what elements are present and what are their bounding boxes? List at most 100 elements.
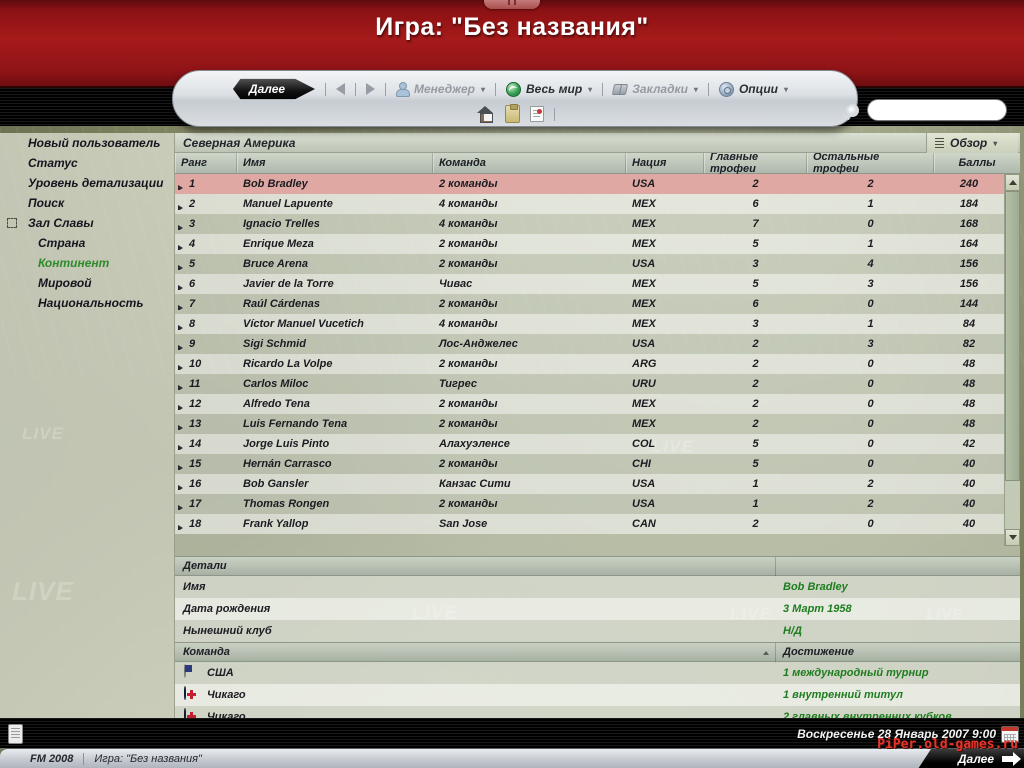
cell-points: 168 [959,218,979,230]
team-row[interactable]: Чикаго 2 главных внутренних кубков [175,706,1020,718]
clipboard-icon[interactable] [504,104,520,123]
sidebar-item-статус[interactable]: Статус [0,153,174,173]
scroll-down-button[interactable] [1005,529,1020,546]
table-row[interactable]: 7 Raúl Cárdenas 2 команды MEX 6 0 144 [175,294,1004,314]
cell-major: 1 [752,478,759,490]
forward-arrow-button[interactable] [366,83,375,95]
sidebar-item-мировой[interactable]: Мировой [0,273,174,293]
status-divider [83,752,85,765]
row-marker-icon [178,465,183,470]
continue-button[interactable]: Далее [233,78,315,100]
continue-button-bottom[interactable]: Далее [918,749,1024,768]
cell-other: 1 [867,318,874,330]
cell-other: 0 [867,458,874,470]
column-header[interactable]: Остальные трофеи [807,151,934,175]
usa-flag-icon [184,664,186,678]
search-input[interactable] [867,99,1007,121]
table-row[interactable]: 3 Ignacio Trelles 4 команды MEX 7 0 168 [175,214,1004,234]
table-row[interactable]: 13 Luis Fernando Tena 2 команды MEX 2 0 48 [175,414,1004,434]
menu-options[interactable]: Опции ▾ [718,81,788,97]
row-marker-icon [178,445,183,450]
cell-points: 48 [962,378,976,390]
calendar-icon[interactable] [1001,726,1019,743]
column-header[interactable]: Имя [237,153,433,173]
menu-world-label: Весь мир [526,82,583,96]
scroll-up-button[interactable] [1005,174,1020,191]
table-row[interactable]: 11 Carlos Miloc Тигрес URU 2 0 48 [175,374,1004,394]
cell-nation: MEX [632,398,656,410]
cell-points: 40 [962,458,976,470]
sidebar-item-континент[interactable]: Континент [0,253,174,273]
manager-icon [396,82,410,97]
table-row[interactable]: 16 Bob Gansler Канзас Сити USA 1 2 40 [175,474,1004,494]
back-arrow-button[interactable] [336,83,345,95]
cell-rank: 9 [175,338,237,350]
cell-points: 48 [962,418,976,430]
table-row[interactable]: 17 Thomas Rongen 2 команды USA 1 2 40 [175,494,1004,514]
cell-other: 0 [867,398,874,410]
team-row[interactable]: Чикаго 1 внутренний титул [175,684,1020,706]
notepad-icon[interactable] [8,724,23,744]
cell-name: Enrique Meza [243,238,314,250]
notes-icon[interactable] [529,106,544,122]
cell-rank: 14 [175,438,237,450]
cell-team: San Jose [439,518,488,530]
menu-manager[interactable]: Менеджер ▾ [396,82,485,97]
row-marker-icon [178,345,183,350]
row-marker-icon [178,265,183,270]
scrollbar-thumb[interactable] [1005,191,1020,481]
cell-major: 1 [752,498,759,510]
column-divider [775,557,776,577]
cell-points: 40 [962,478,976,490]
scrollbar[interactable] [1004,174,1020,546]
cell-points: 40 [962,498,976,510]
sidebar-item-зал-славы[interactable]: Зал Славы [0,213,174,233]
table-row[interactable]: 14 Jorge Luis Pinto Алахуэленсе COL 5 0 42 [175,434,1004,454]
table-row[interactable]: 5 Bruce Arena 2 команды USA 3 4 156 [175,254,1004,274]
cell-team: 2 команды [439,498,498,510]
table-row[interactable]: 2 Manuel Lapuente 4 команды MEX 6 1 184 [175,194,1004,214]
row-marker-icon [178,365,183,370]
cell-points: 240 [959,178,979,190]
table-row[interactable]: 9 Sigi Schmid Лос-Анджелес USA 2 3 82 [175,334,1004,354]
table-row[interactable]: 10 Ricardo La Volpe 2 команды ARG 2 0 48 [175,354,1004,374]
sidebar-item-новый-пользователь[interactable]: Новый пользователь [0,133,174,153]
table-row[interactable]: 18 Frank Yallop San Jose CAN 2 0 40 [175,514,1004,534]
cell-name: Jorge Luis Pinto [243,438,330,450]
view-dropdown-button[interactable]: Обзор ▾ [926,133,1018,153]
menu-bookmarks[interactable]: Закладки ▾ [612,82,698,96]
sidebar-item-национальность[interactable]: Национальность [0,293,174,313]
table-row[interactable]: 6 Javier de la Torre Чивас MEX 5 3 156 [175,274,1004,294]
column-header[interactable]: Баллы [934,153,1020,173]
sidebar-item-уровень-детализации[interactable]: Уровень детализации [0,173,174,193]
menu-world[interactable]: Весь мир ▾ [506,81,592,97]
cell-other: 2 [867,498,874,510]
column-header[interactable]: Команда [433,153,626,173]
continue-bottom-label: Далее [957,752,994,766]
table-row[interactable]: 15 Hernán Carrasco 2 команды CHI 5 0 40 [175,454,1004,474]
table-row[interactable]: 12 Alfredo Tena 2 команды MEX 2 0 48 [175,394,1004,414]
sidebar-item-страна[interactable]: Страна [0,233,174,253]
team-row[interactable]: США 1 международный турнир [175,662,1020,684]
home-icon[interactable] [476,106,495,123]
cell-name: Javier de la Torre [243,278,334,290]
row-marker-icon [178,185,183,190]
table-row[interactable]: 4 Enrique Meza 2 команды MEX 5 1 164 [175,234,1004,254]
menu-options-label: Опции [738,82,779,96]
cell-rank: 5 [175,258,237,270]
cell-team: Тигрес [439,378,477,390]
table-row[interactable]: 8 Víctor Manuel Vucetich 4 команды MEX 3 1 84 [175,314,1004,334]
cell-points: 164 [959,238,979,250]
cell-nation: USA [632,178,656,190]
cell-points: 48 [962,398,976,410]
achievement-value: 2 главных внутренних кубков [783,711,952,718]
column-header[interactable]: Ранг [175,153,237,173]
sidebar-item-поиск[interactable]: Поиск [0,193,174,213]
team-header-label: Команда [183,646,230,658]
team-name: Чикаго [207,711,246,718]
column-header[interactable]: Нация [626,153,704,173]
search-icon[interactable] [846,103,859,117]
cell-nation: ARG [632,358,657,370]
column-header[interactable]: Главные трофеи [704,151,807,175]
table-row[interactable]: 1 Bob Bradley 2 команды USA 2 2 240 [175,174,1004,194]
